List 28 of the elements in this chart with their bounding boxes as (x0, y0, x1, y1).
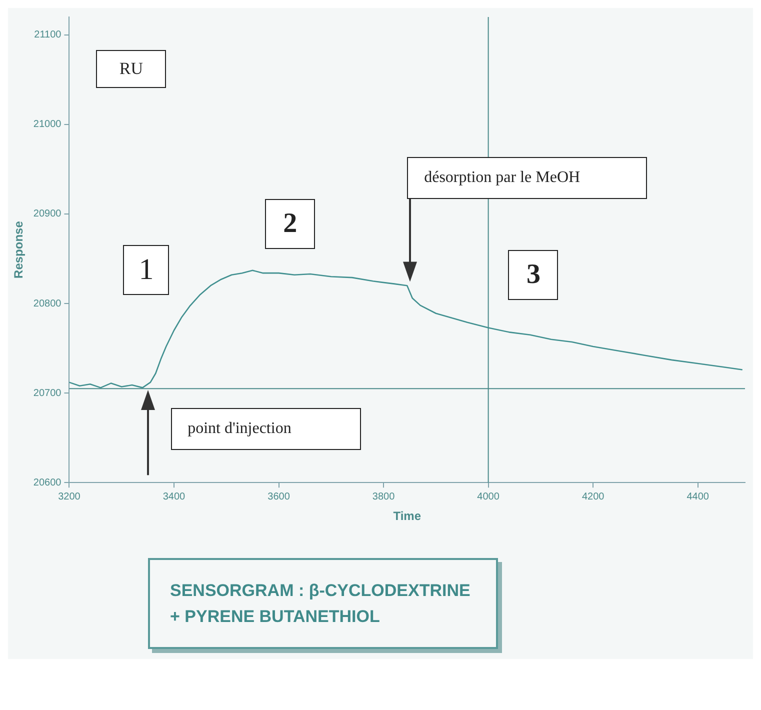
text-box: désorption par le MeOH (407, 156, 648, 199)
x-tick-label: 4200 (582, 491, 605, 502)
text-box: 2 (265, 198, 316, 249)
annotation: 3 (526, 258, 540, 291)
y-tick-label: 20600 (33, 477, 62, 488)
annotation: désorption par le MeOH (424, 168, 580, 187)
annotation: point d'injection (188, 420, 292, 438)
x-tick-label: 3400 (162, 491, 186, 502)
x-tick-label: 3600 (268, 491, 290, 502)
text-box: 3 (508, 250, 558, 300)
x-axis-title: Time (393, 509, 422, 524)
annotation: 1 (138, 253, 154, 288)
text-box: RU (96, 50, 166, 88)
y-tick-label: 21000 (33, 119, 62, 130)
x-tick-label: 4000 (477, 491, 500, 502)
y-tick-label: 21100 (34, 30, 62, 41)
text-box: 1 (123, 245, 170, 296)
x-tick-label: 3800 (372, 491, 396, 502)
text-box: point d'injection (170, 408, 361, 450)
y-tick-label: 20900 (33, 208, 62, 220)
y-tick-label: 20800 (33, 298, 62, 310)
y-axis-title: Response (12, 220, 26, 278)
x-tick-label: 3200 (58, 491, 81, 502)
y-tick-label: 20700 (33, 388, 62, 399)
x-tick-label: 4400 (686, 491, 710, 502)
text: SENSORGRAM : β-CYCLODEXTRINE + PYRENE BUTANETHIOL (148, 558, 498, 649)
annotation: RU (119, 58, 144, 79)
annotation: 2 (283, 208, 298, 240)
